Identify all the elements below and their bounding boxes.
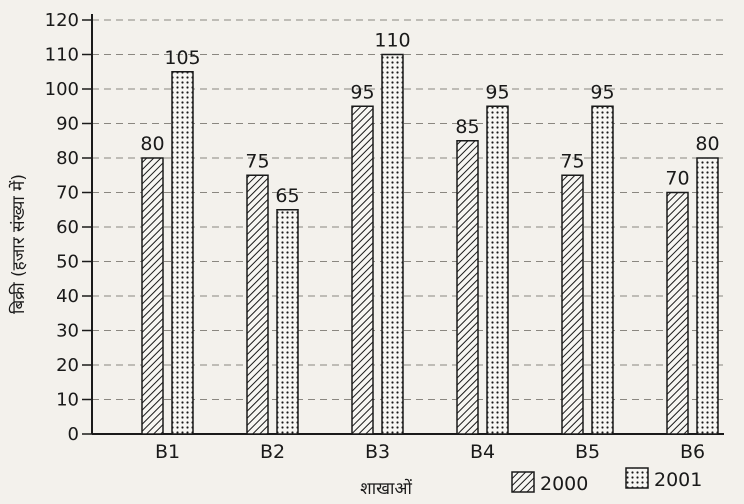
data-label: 95 [485,81,509,103]
x-tick-label: B1 [155,441,180,463]
data-label: 75 [560,150,584,172]
axes: 0 10 20 30 40 50 60 70 80 90 100 110 120 B1 B2 B3 B4 B5 B6 [45,10,724,463]
x-tick-label: B6 [680,441,705,463]
bar-b2-2001 [276,209,299,435]
bar-b4-2001 [486,105,509,435]
data-label: 85 [455,116,479,138]
data-label: 95 [350,81,374,103]
x-tick-label: B4 [470,441,495,463]
y-tick-label: 50 [56,252,79,273]
x-tick-label: B3 [365,441,390,463]
data-label: 65 [275,185,299,207]
data-label: 75 [245,150,269,172]
x-axis-title: शाखाओं [360,478,412,499]
data-label: 80 [695,133,719,155]
y-axis-title: बिक्री (हजार संख्या में) [8,174,29,314]
bar-b5-2001 [591,105,614,435]
data-label: 80 [140,133,164,155]
bar-b3-2000 [351,105,374,435]
bar-b3-2001 [381,53,404,435]
x-tick-label: B5 [575,441,600,463]
bars [141,53,719,435]
data-label: 95 [590,81,614,103]
legend-swatch-2001 [625,467,649,489]
y-tick-label: 110 [45,45,79,66]
y-tick-label: 70 [56,183,79,204]
x-tick-label: B2 [260,441,285,463]
y-tick-label: 40 [56,286,79,307]
bar-b6-2001 [696,157,719,435]
y-tick-label: 20 [56,355,79,376]
legend-label-2001: 2001 [654,469,702,491]
grid-lines [92,19,724,400]
y-tick-label: 100 [45,79,79,100]
data-label: 70 [665,168,689,190]
y-tick-label: 80 [56,148,79,169]
y-tick-label: 60 [56,217,79,238]
data-label: 110 [374,30,410,52]
legend-label-2000: 2000 [540,473,588,495]
y-tick-label: 90 [56,114,79,135]
y-tick-label: 120 [45,10,79,31]
y-tick-label: 30 [56,321,79,342]
data-label: 105 [164,47,200,69]
y-tick-label: 10 [56,390,79,411]
y-tick-label: 0 [68,424,79,445]
bar-b5-2000 [561,174,584,435]
bar-b1-2000 [141,157,164,435]
legend: 2000 2001 [511,467,702,495]
bar-b2-2000 [246,174,269,435]
data-labels: 80 105 75 65 95 110 85 95 75 95 70 80 [140,30,719,207]
bar-b1-2001 [171,71,194,435]
bar-b4-2000 [456,140,479,435]
bar-b6-2000 [666,191,689,435]
legend-swatch-2000 [511,471,535,493]
